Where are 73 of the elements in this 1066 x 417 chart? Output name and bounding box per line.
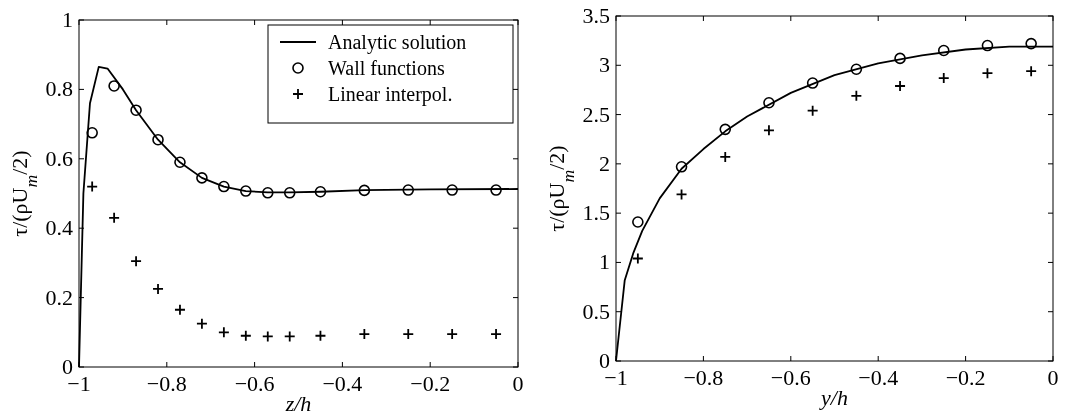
point: [981, 39, 994, 52]
point: [86, 126, 98, 139]
point: [358, 328, 371, 340]
point: [719, 151, 732, 163]
x-tick-label: −0.6: [234, 371, 275, 396]
point: [446, 184, 458, 196]
y-tick-label: 3.5: [582, 3, 610, 28]
point: [675, 161, 688, 173]
point: [86, 180, 99, 193]
x-tick-label: −0.8: [683, 365, 724, 390]
y-tick-label: 0.8: [45, 76, 73, 102]
point: [894, 52, 906, 65]
x-axis-title: z/h: [284, 391, 312, 416]
point: [314, 185, 327, 198]
point: [631, 252, 644, 265]
point: [239, 329, 252, 342]
point: [174, 303, 186, 316]
point: [108, 80, 120, 92]
point: [850, 63, 863, 76]
point: [763, 96, 775, 109]
x-tick-label: −0.6: [770, 365, 811, 390]
y-tick-label: 2: [599, 150, 610, 176]
x-tick-label: −0.4: [322, 371, 363, 396]
point: [283, 187, 296, 199]
y-tick-label: 3: [599, 52, 610, 78]
x-tick-label: −0.8: [146, 371, 187, 396]
point: [490, 184, 502, 196]
point: [261, 330, 274, 343]
y-tick-label: 0.4: [45, 215, 73, 241]
x-tick-label: 0: [1047, 365, 1059, 390]
point: [850, 89, 863, 102]
y-tick-label: 2.5: [582, 101, 610, 127]
point: [261, 187, 274, 199]
point: [806, 104, 819, 117]
point: [196, 317, 208, 330]
x-tick-label: −0.4: [858, 365, 899, 390]
point: [806, 77, 819, 89]
point: [402, 328, 415, 340]
x-tick-label: 0: [512, 371, 524, 396]
y-tick-label: 0.2: [45, 284, 73, 310]
y-tick-label: 1.5: [582, 200, 610, 226]
x-tick-label: −0.2: [945, 365, 986, 390]
point: [632, 216, 644, 228]
point: [358, 184, 371, 197]
point: [675, 188, 688, 201]
point: [218, 180, 230, 193]
point: [719, 123, 732, 136]
legend-label: Linear interpol.: [328, 83, 453, 106]
point: [446, 328, 459, 340]
point: [152, 133, 164, 146]
point: [283, 330, 296, 343]
y-tick-label: 0.5: [582, 298, 610, 324]
legend-label: Analytic solution: [328, 31, 467, 54]
y-tick-label: 0: [599, 348, 610, 373]
point: [981, 67, 994, 80]
point: [1025, 37, 1037, 50]
point: [937, 44, 950, 57]
point: [937, 72, 950, 84]
y-tick-label: 1: [62, 7, 73, 32]
point: [402, 184, 415, 196]
point: [217, 326, 230, 339]
point: [763, 124, 775, 137]
point: [130, 104, 142, 117]
y-tick-label: 1: [599, 249, 610, 275]
point: [240, 185, 252, 197]
point: [174, 156, 186, 169]
x-tick-label: −0.2: [410, 371, 451, 396]
point: [196, 172, 208, 184]
legend-label: Wall functions: [328, 57, 445, 79]
y-tick-label: 0.6: [45, 145, 73, 171]
point: [314, 329, 327, 342]
x-axis-title: y/h: [819, 385, 848, 410]
point: [1025, 65, 1038, 78]
